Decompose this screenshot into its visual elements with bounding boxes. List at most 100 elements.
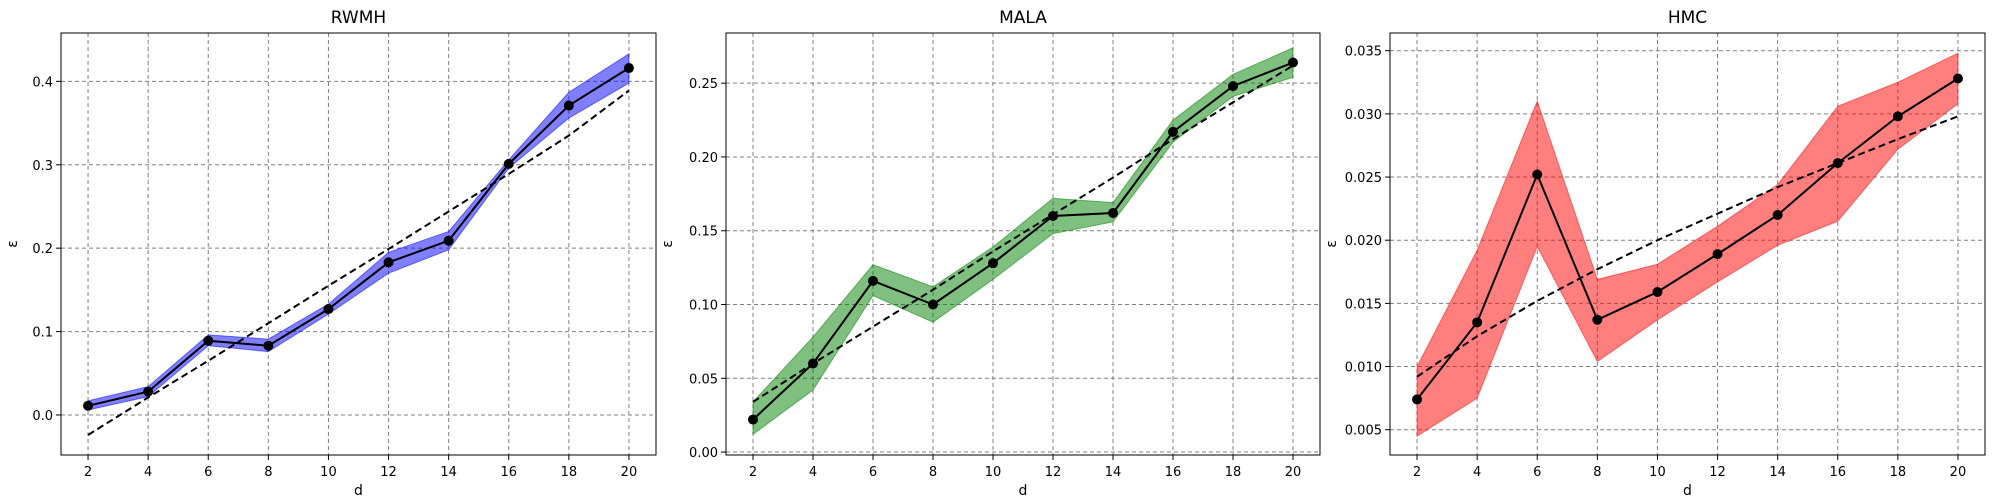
- y-tick-label: 0.2: [32, 242, 53, 257]
- data-point: [1472, 317, 1483, 328]
- y-tick-label: 0.0: [32, 409, 53, 424]
- x-tick-label: 18: [1225, 465, 1242, 480]
- x-tick-label: 16: [500, 465, 517, 480]
- y-tick-label: 0.035: [1345, 45, 1382, 60]
- y-tick-label: 0.1: [32, 326, 53, 341]
- data-point: [1288, 57, 1298, 68]
- axes-frame: [1389, 32, 1986, 456]
- data-point: [1952, 73, 1963, 84]
- x-tick-label: 6: [1533, 465, 1541, 480]
- y-tick-label: 0.025: [1345, 171, 1382, 186]
- confidence-band: [752, 46, 1294, 436]
- data-point: [623, 63, 634, 74]
- y-axis-label: ε: [660, 240, 676, 248]
- data-point: [988, 258, 998, 269]
- y-tick-label: 0.10: [689, 298, 718, 313]
- x-tick-label: 2: [1413, 465, 1421, 480]
- x-tick-label: 6: [204, 465, 212, 480]
- x-tick-label: 12: [1709, 465, 1726, 480]
- y-tick-label: 0.15: [689, 225, 718, 240]
- data-point: [503, 158, 514, 169]
- y-tick-label: 0.00: [689, 446, 718, 461]
- x-tick-label: 10: [985, 465, 1002, 480]
- x-tick-label: 8: [1593, 465, 1601, 480]
- data-point: [1108, 208, 1118, 219]
- confidence-band: [87, 52, 630, 411]
- x-axis-label: d: [1683, 483, 1692, 499]
- data-point: [203, 335, 214, 346]
- x-tick-label: 12: [1045, 465, 1062, 480]
- x-tick-label: 20: [1950, 465, 1967, 480]
- mean-line: [1416, 77, 1959, 401]
- y-tick-label: 0.005: [1345, 424, 1382, 439]
- x-tick-label: 10: [320, 465, 337, 480]
- y-tick-label: 0.015: [1345, 297, 1382, 312]
- data-point: [868, 275, 878, 286]
- fit-line: [752, 64, 1294, 403]
- data-point: [1228, 81, 1238, 92]
- x-tick-label: 14: [1769, 465, 1786, 480]
- data-point: [563, 100, 574, 111]
- chart-title: RWMH: [331, 8, 386, 28]
- data-point: [1712, 249, 1723, 260]
- data-point: [143, 386, 154, 397]
- data-point: [1048, 210, 1058, 221]
- data-point: [1168, 126, 1178, 137]
- x-tick-label: 16: [1165, 465, 1182, 480]
- x-tick-label: 18: [1890, 465, 1907, 480]
- confidence-band: [1416, 52, 1959, 437]
- y-tick-label: 0.3: [32, 159, 53, 174]
- data-point: [1832, 158, 1843, 169]
- y-tick-label: 0.020: [1345, 234, 1382, 249]
- x-tick-label: 20: [621, 465, 638, 480]
- data-point: [1772, 209, 1783, 220]
- x-tick-label: 18: [561, 465, 578, 480]
- y-tick-label: 0.25: [689, 77, 718, 92]
- data-point: [1592, 314, 1603, 325]
- y-tick-label: 0.010: [1345, 361, 1382, 376]
- y-tick-label: 0.05: [689, 372, 718, 387]
- x-tick-label: 10: [1649, 465, 1666, 480]
- data-point: [1532, 169, 1543, 180]
- data-point: [808, 358, 818, 369]
- data-point: [1892, 111, 1903, 122]
- x-tick-label: 14: [1105, 465, 1122, 480]
- data-point: [83, 400, 94, 411]
- y-tick-label: 0.4: [32, 75, 53, 90]
- y-axis-label: ε: [5, 240, 21, 248]
- fit-line: [1416, 115, 1959, 378]
- y-tick-label: 0.20: [689, 151, 718, 166]
- y-axis-label: ε: [1324, 240, 1340, 248]
- x-axis-label: d: [1019, 483, 1028, 499]
- y-tick-label: 0.030: [1345, 108, 1382, 123]
- x-tick-label: 2: [84, 465, 92, 480]
- chart-title: HMC: [1668, 8, 1707, 28]
- mean-line: [752, 61, 1294, 421]
- axes-frame: [725, 32, 1321, 456]
- x-tick-label: 6: [869, 465, 877, 480]
- x-axis-label: d: [354, 483, 363, 499]
- x-tick-label: 8: [264, 465, 272, 480]
- data-point: [748, 414, 758, 425]
- data-point: [263, 340, 274, 351]
- data-point: [928, 299, 938, 310]
- x-tick-label: 4: [1473, 465, 1481, 480]
- fit-line: [87, 89, 630, 436]
- data-point: [323, 304, 334, 315]
- data-point: [383, 257, 394, 268]
- axes-frame: [60, 32, 657, 456]
- data-point: [1652, 287, 1663, 298]
- x-tick-label: 14: [440, 465, 457, 480]
- mean-line: [87, 67, 630, 407]
- x-tick-label: 8: [929, 465, 937, 480]
- subplot-rwmh: 2 4 6 8 10 12 14 16 18 20 0.0 0.1 0.2 0.3 0.4 RWMH d ε: [5, 8, 657, 499]
- x-tick-label: 2: [749, 465, 757, 480]
- x-tick-label: 16: [1829, 465, 1846, 480]
- chart-title: MALA: [999, 8, 1047, 28]
- data-point: [1412, 394, 1423, 405]
- x-tick-label: 20: [1285, 465, 1302, 480]
- subplot-hmc: 2 4 6 8 10 12 14 16 18 20 0.005 0.010 0.015 0.020 0.02…: [1324, 8, 1986, 499]
- x-tick-label: 4: [809, 465, 817, 480]
- x-tick-label: 4: [144, 465, 152, 480]
